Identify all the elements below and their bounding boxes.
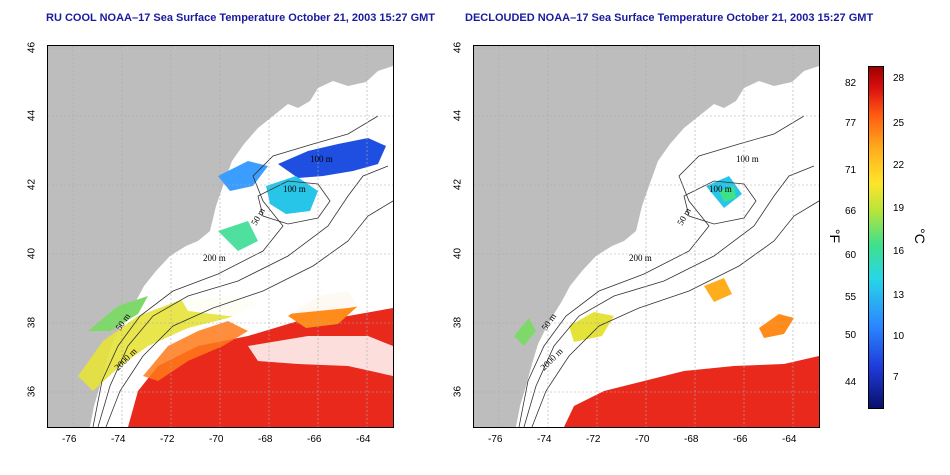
- x-tick: -64: [356, 434, 371, 445]
- y-tick: 44: [452, 109, 464, 122]
- x-tick: -74: [537, 434, 552, 445]
- land-mass: [48, 46, 393, 427]
- y-tick: 46: [452, 41, 464, 54]
- fahrenheit-tick: 44: [845, 377, 857, 388]
- fahrenheit-tick: 82: [845, 78, 857, 89]
- cloud-cover: [168, 244, 393, 316]
- cold-water: [278, 138, 386, 178]
- temperature-colorbar: [868, 66, 884, 409]
- left-map-canvas: 100 m 100 m 50 m 200 m 50 m 2000 m: [48, 46, 393, 427]
- contour-label: 200 m: [629, 253, 652, 263]
- cool-water-2: [218, 161, 268, 191]
- warm-water: [564, 356, 819, 427]
- contour-label: 100 m: [736, 154, 759, 164]
- x-tick: -68: [258, 434, 273, 445]
- fahrenheit-tick: 55: [845, 292, 857, 303]
- fahrenheit-tick: 50: [845, 330, 857, 341]
- x-tick: -74: [111, 434, 126, 445]
- right-map-title: DECLOUDED NOAA–17 Sea Surface Temperatur…: [465, 12, 874, 24]
- contour-100m: [518, 115, 805, 427]
- green-patch: [88, 296, 148, 331]
- fahrenheit-tick: 71: [845, 165, 857, 176]
- x-tick: -70: [209, 434, 224, 445]
- y-tick: 44: [26, 109, 38, 122]
- grid-lines: [48, 46, 393, 427]
- land-peninsula: [298, 46, 393, 86]
- x-tick: -66: [307, 434, 322, 445]
- x-tick: -70: [635, 434, 650, 445]
- x-tick: -72: [160, 434, 175, 445]
- x-tick: -76: [62, 434, 77, 445]
- contour-100m: [92, 115, 379, 427]
- y-tick: 40: [26, 247, 38, 260]
- green-patch: [514, 318, 536, 346]
- mid-temp-patch: [569, 312, 614, 342]
- celsius-tick: 7: [893, 372, 899, 383]
- contour-2000m: [531, 200, 819, 427]
- y-tick: 36: [26, 385, 38, 398]
- left-sst-map: 100 m 100 m 50 m 200 m 50 m 2000 m: [47, 45, 394, 428]
- celsius-tick: 25: [893, 118, 905, 129]
- celsius-unit-label: °C: [911, 228, 928, 244]
- celsius-tick: 19: [893, 203, 905, 214]
- contour-label: 200 m: [203, 253, 226, 263]
- cloud-cover-2: [248, 336, 393, 376]
- y-tick: 36: [452, 385, 464, 398]
- fahrenheit-unit-label: °F: [827, 228, 844, 244]
- grid-lines: [474, 46, 819, 427]
- fahrenheit-tick: 60: [845, 250, 857, 261]
- celsius-tick: 10: [893, 331, 905, 342]
- land-mass: [474, 46, 819, 427]
- fahrenheit-tick: 66: [845, 206, 857, 217]
- celsius-tick: 13: [893, 290, 905, 301]
- y-tick: 46: [26, 41, 38, 54]
- y-tick: 38: [452, 316, 464, 329]
- x-tick: -66: [733, 434, 748, 445]
- right-map-canvas: 100 m 100 m 50 m 200 m 50 m 2000 m: [474, 46, 819, 427]
- contour-georges: [257, 180, 331, 225]
- contour-2000m: [105, 200, 393, 427]
- contour-label: 100 m: [310, 154, 333, 164]
- y-tick: 38: [26, 316, 38, 329]
- left-map-title: RU COOL NOAA–17 Sea Surface Temperature …: [46, 12, 436, 24]
- right-sst-map: 100 m 100 m 50 m 200 m 50 m 2000 m: [473, 45, 820, 428]
- x-tick: -64: [782, 434, 797, 445]
- x-tick: -76: [488, 434, 503, 445]
- celsius-tick: 16: [893, 246, 905, 257]
- warm-eddy: [759, 314, 794, 338]
- mid-temp-band: [78, 296, 258, 391]
- x-tick: -68: [684, 434, 699, 445]
- x-tick: -72: [586, 434, 601, 445]
- fahrenheit-tick: 77: [845, 118, 857, 129]
- celsius-tick: 22: [893, 160, 905, 171]
- warm-patch: [704, 278, 732, 302]
- y-tick: 42: [452, 178, 464, 191]
- warm-water-orange: [143, 321, 248, 381]
- contour-label: 100 m: [283, 184, 306, 194]
- y-tick: 40: [452, 247, 464, 260]
- cool-water-2: [719, 186, 736, 202]
- celsius-tick: 28: [893, 73, 905, 84]
- y-tick: 42: [26, 178, 38, 191]
- green-patch-2: [218, 221, 258, 251]
- contour-label: 100 m: [709, 184, 732, 194]
- contour-georges: [683, 180, 757, 225]
